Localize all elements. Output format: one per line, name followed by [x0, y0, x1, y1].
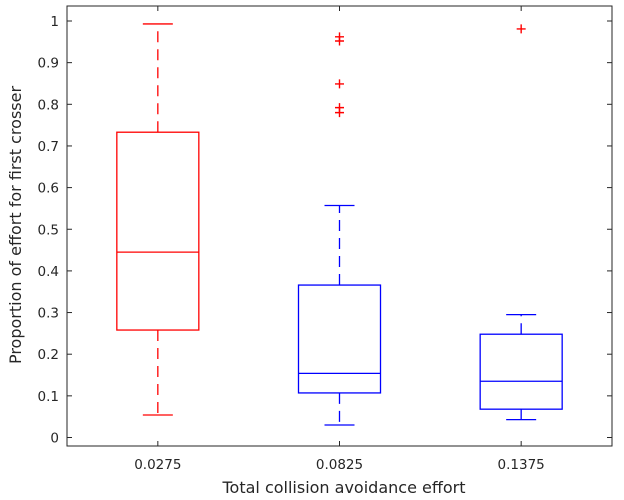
- outlier-point: [516, 24, 526, 34]
- outlier-point: [335, 103, 344, 113]
- box-3: [479, 24, 563, 421]
- axis-ticks: 0 0.1 0.2 0.3 0.4 0.5 0.6 0.7 0.8 0.9 1 0.0275 0.082…: [38, 6, 612, 473]
- outlier-point: [335, 32, 344, 42]
- y-tick-label: 0: [50, 431, 59, 447]
- x-tick-label: 0.1375: [498, 457, 545, 473]
- y-tick-label: 0.3: [38, 306, 59, 322]
- box-series: [116, 23, 563, 426]
- y-tick-label: 0.2: [38, 347, 59, 363]
- box-1: [116, 23, 200, 416]
- outlier-point: [335, 79, 344, 89]
- y-tick-label: 0.4: [38, 264, 59, 280]
- box-body: [116, 131, 200, 331]
- y-tick-label: 1: [50, 14, 59, 30]
- x-tick-label: 0.0275: [134, 457, 181, 473]
- y-tick-label: 0.5: [38, 222, 59, 238]
- x-axis-label: Total collision avoidance effort: [221, 478, 465, 497]
- y-axis-label: Proportion of effort for first crosser: [6, 86, 25, 365]
- y-tick-label: 0.1: [38, 389, 59, 405]
- box-body: [297, 284, 382, 394]
- box-body: [479, 333, 563, 410]
- y-tick-label: 0.8: [38, 97, 59, 113]
- y-tick-label: 0.7: [38, 139, 59, 155]
- x-tick-label: 0.0825: [316, 457, 363, 473]
- box-2: [297, 32, 382, 426]
- y-tick-label: 0.9: [38, 56, 59, 72]
- y-tick-label: 0.6: [38, 181, 59, 197]
